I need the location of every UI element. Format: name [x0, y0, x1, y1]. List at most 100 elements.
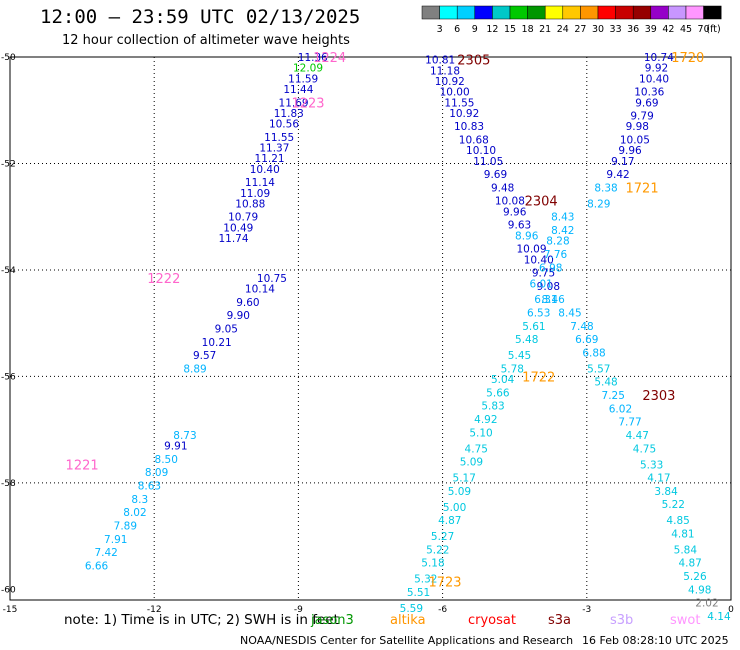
color-scale-unit: (ft) [706, 24, 720, 35]
wave-height-value: 7.89 [114, 520, 137, 532]
track-id-label: 1721 [626, 181, 659, 196]
wave-height-value: 8.09 [145, 467, 168, 479]
track-id-label: 1722 [522, 370, 555, 385]
wave-height-value: 5.51 [407, 587, 430, 599]
wave-height-value: 10.00 [440, 87, 470, 99]
page-title: 12:00 — 23:59 UTC 02/13/2025 [40, 6, 361, 28]
wave-height-value: 7.76 [544, 249, 568, 261]
wave-height-value: 10.10 [466, 145, 496, 157]
lon-tick-label: -12 [147, 605, 162, 615]
color-scale-tick: 12 [486, 24, 498, 35]
lat-tick-label: -50 [1, 53, 16, 63]
wave-height-value: 4.85 [666, 515, 689, 527]
wave-height-value: 5.10 [469, 427, 492, 439]
wave-height-value: 10.49 [223, 222, 253, 234]
track-id-label: 1224 [313, 51, 346, 66]
legend-s3a: s3a [548, 613, 572, 628]
lon-tick-label: -15 [3, 605, 18, 615]
wave-height-value: 5.22 [426, 544, 449, 556]
wave-height-value: 10.21 [202, 337, 232, 349]
wave-height-value: 8.63 [138, 481, 161, 493]
color-swatch [439, 5, 458, 20]
color-scale-tick: 24 [557, 24, 569, 35]
wave-height-value: 3.84 [654, 486, 678, 498]
color-scale-tick: 27 [574, 24, 586, 35]
track-id-label: 2305 [457, 54, 490, 69]
color-swatch [509, 5, 528, 20]
wave-height-value: 10.79 [228, 212, 258, 224]
wave-height-value: 9.42 [606, 169, 629, 181]
wave-height-value: 5.59 [400, 603, 423, 615]
wave-height-value: 9.98 [626, 121, 649, 133]
wave-height-value: 5.09 [460, 457, 483, 469]
wave-height-value: 5.04 [491, 374, 515, 386]
wave-height-value: 7.25 [602, 390, 625, 402]
color-scale-tick: 9 [472, 24, 478, 35]
wave-height-value: 10.40 [639, 73, 669, 85]
wave-height-value: 10.68 [459, 135, 489, 147]
color-swatch [632, 5, 652, 20]
color-swatch [562, 5, 581, 20]
page-subtitle: 12 hour collection of altimeter wave hei… [62, 33, 350, 48]
wave-height-value: 5.32 [414, 574, 437, 586]
wave-height-value: 9.05 [215, 324, 238, 336]
wave-height-value: 8.28 [546, 236, 569, 248]
color-scale-bar: 3 6 9 12 15 18 21 24 27 30 33 36 39 42 45 70(ft) [421, 5, 722, 35]
wave-height-value: 5.26 [683, 571, 707, 583]
wave-height-value: 10.05 [620, 135, 650, 147]
wave-height-value: 9.17 [611, 156, 634, 168]
track-2305: 10.8111.1810.9210.0011.5510.9210.8310.68… [425, 54, 565, 307]
wave-height-value: 9.79 [630, 111, 653, 123]
wave-height-value: 5.57 [587, 363, 610, 375]
color-scale-tick: 33 [610, 24, 622, 35]
wave-height-value: 6.98 [539, 262, 562, 274]
wave-height-value: 8.73 [173, 430, 196, 442]
wave-height-value: 6.66 [85, 560, 109, 572]
track-id-label: 1723 [428, 575, 461, 590]
wave-height-value: 11.05 [473, 156, 503, 168]
wave-height-value: 11.37 [259, 143, 289, 155]
wave-height-value: 10.74 [644, 52, 674, 64]
wave-height-value: 5.45 [508, 350, 531, 362]
wave-height-value: 5.78 [501, 363, 524, 375]
color-swatch [492, 5, 511, 20]
wave-height-value: 9.08 [537, 281, 560, 293]
lon-tick-label: -3 [582, 605, 591, 615]
wave-height-value: 6.88 [582, 347, 605, 359]
color-scale-tick: 6 [454, 24, 460, 35]
wave-height-value: 10.36 [634, 87, 664, 99]
lat-tick-label: -56 [1, 372, 16, 382]
wave-height-value: 7.77 [618, 417, 641, 429]
wave-height-value: 9.90 [227, 310, 250, 322]
wave-height-value: 5.00 [443, 502, 466, 514]
track-id-label: 2304 [525, 195, 558, 210]
wave-height-value: 4.98 [688, 584, 711, 596]
wave-height-value: 8.29 [587, 198, 610, 210]
wave-height-value: 10.88 [235, 198, 265, 210]
wave-height-value: 10.92 [435, 76, 465, 88]
wave-height-value: 9.57 [193, 350, 216, 362]
track-1721: 1721 [626, 181, 659, 196]
credit-line: NOAA/NESDIS Center for Satellite Applica… [240, 634, 574, 647]
wave-height-value: 8.96 [515, 230, 539, 242]
track-id-label: 1720 [671, 51, 704, 66]
wave-height-value: 11.21 [255, 153, 285, 165]
color-scale-tick: 3 [437, 24, 443, 35]
map-frame [9, 56, 732, 601]
wave-height-value: 5.33 [640, 459, 663, 471]
wave-height-value: 5.17 [453, 473, 476, 485]
wave-height-value: 10.56 [269, 119, 299, 131]
legend-jason3: jason3 [311, 613, 354, 628]
wave-height-value: 4.92 [474, 414, 497, 426]
footer-note: note: 1) Time is in UTC; 2) SWH is in fe… [64, 612, 339, 628]
wave-height-value: 6.69 [575, 334, 598, 346]
wave-height-value: 8.02 [123, 507, 146, 519]
color-swatch [650, 5, 669, 20]
color-swatch [615, 5, 634, 20]
lon-tick-label: -9 [294, 605, 303, 615]
color-scale-tick: 70 [698, 24, 710, 35]
lon-tick-label: 0 [728, 605, 734, 615]
wave-height-value: 9.96 [503, 206, 527, 218]
legend-altika: altika [390, 613, 426, 628]
